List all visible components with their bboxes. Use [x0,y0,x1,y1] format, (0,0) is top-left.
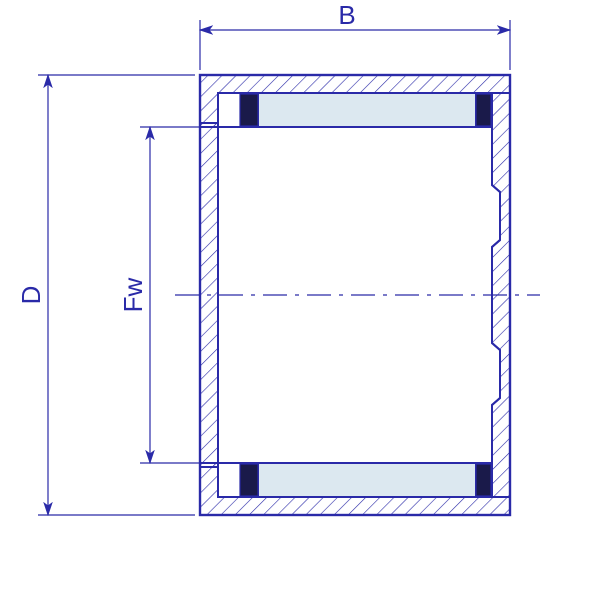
dimension-d: D [16,75,195,515]
label-d: D [16,286,46,305]
label-b: B [338,0,355,30]
roller-bottom [240,463,491,497]
label-fw: Fw [118,277,148,312]
bearing-cross-section-diagram: B D Fw [0,0,600,600]
dimension-b: B [200,0,510,70]
roller-top [240,93,491,127]
